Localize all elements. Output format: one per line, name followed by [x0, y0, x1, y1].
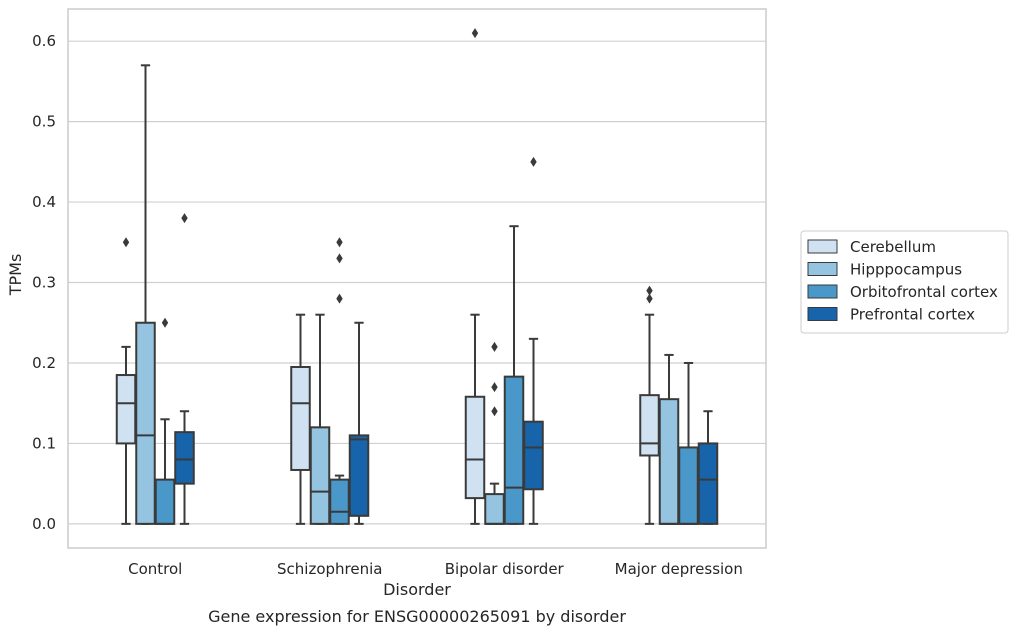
box-major-depression-cerebellum: [639, 285, 660, 525]
box-bipolar-disorder-cerebellum: [464, 28, 486, 525]
legend: Cerebellum Hipppocampus Orbitofrontal cort…: [800, 230, 1009, 334]
box-body: [503, 375, 525, 525]
box-body: [174, 431, 195, 485]
box-bipolar-disorder-prefrontal-cortex: [523, 156, 544, 525]
legend-frame: [800, 230, 1009, 334]
y-tick-label: 0.3: [32, 274, 56, 292]
box-schizophrenia-hipppocampus: [309, 313, 331, 525]
y-axis-label: TPMs: [6, 254, 25, 297]
box-body: [348, 434, 370, 517]
outlier-point: [471, 28, 479, 39]
box-body: [290, 365, 311, 471]
box-control-cerebellum: [115, 237, 137, 525]
box-body: [678, 446, 699, 525]
box-body: [464, 395, 486, 500]
box-bipolar-disorder-hipppocampus: [484, 341, 505, 525]
box-control-orbitofrontal-cortex: [154, 317, 176, 525]
box-body: [154, 478, 176, 525]
outlier-point: [491, 382, 498, 393]
box-control-prefrontal-cortex: [174, 213, 195, 525]
legend-label: Cerebellum: [850, 238, 936, 256]
box-body: [309, 426, 331, 525]
legend-swatch: [807, 262, 838, 276]
y-tick-label: 0.0: [32, 515, 56, 533]
x-axis-ticks: Control Schizophrenia Bipolar disorder Majo…: [128, 560, 743, 578]
legend-swatch: [807, 284, 838, 299]
box-control-hipppocampus: [135, 64, 156, 525]
box-body: [135, 321, 156, 525]
y-tick-label: 0.6: [32, 32, 56, 50]
legend-swatch: [807, 307, 838, 321]
box-major-depression-prefrontal-cortex: [697, 410, 719, 525]
outlier-point: [336, 237, 343, 248]
box-body: [329, 478, 350, 525]
plot-frame: [67, 8, 767, 549]
box-body: [697, 442, 719, 525]
outlier-point: [646, 293, 653, 304]
box-major-depression-hipppocampus: [658, 353, 680, 525]
box-bipolar-disorder-orbitofrontal-cortex: [503, 225, 525, 525]
y-tick-label: 0.5: [32, 113, 56, 131]
box-schizophrenia-orbitofrontal-cortex: [329, 237, 350, 525]
x-tick-label: Bipolar disorder: [445, 560, 565, 578]
legend-label: Prefrontal cortex: [850, 306, 975, 324]
outlier-point: [646, 285, 653, 296]
outlier-point: [181, 213, 188, 224]
box-body: [484, 493, 505, 525]
box-body: [115, 374, 137, 445]
y-axis-ticks: 0.0 0.1 0.2 0.3 0.4 0.5 0.6: [32, 32, 56, 533]
x-tick-label: Schizophrenia: [277, 560, 382, 578]
box-schizophrenia-cerebellum: [290, 313, 311, 525]
outlier-point: [336, 293, 343, 304]
chart-caption: Gene expression for ENSG00000265091 by d…: [208, 607, 626, 626]
outlier-point: [336, 253, 343, 264]
y-tick-label: 0.1: [32, 434, 56, 452]
y-tick-label: 0.2: [32, 354, 56, 372]
box-body: [523, 420, 544, 491]
legend-label: Orbitofrontal cortex: [850, 283, 998, 301]
x-tick-label: Control: [128, 560, 182, 578]
outlier-point: [491, 406, 498, 417]
plot-area: [115, 28, 719, 525]
box-schizophrenia-prefrontal-cortex: [348, 321, 370, 525]
outlier-point: [530, 156, 537, 167]
x-axis-label: Disorder: [383, 580, 451, 599]
legend-swatch: [807, 239, 838, 254]
x-tick-label: Major depression: [615, 560, 743, 578]
outlier-point: [122, 237, 130, 248]
outlier-point: [161, 317, 169, 328]
outlier-point: [491, 341, 498, 352]
y-tick-label: 0.4: [32, 193, 56, 211]
legend-label: Hipppocampus: [850, 261, 962, 279]
box-body: [658, 398, 680, 525]
box-body: [639, 394, 660, 457]
